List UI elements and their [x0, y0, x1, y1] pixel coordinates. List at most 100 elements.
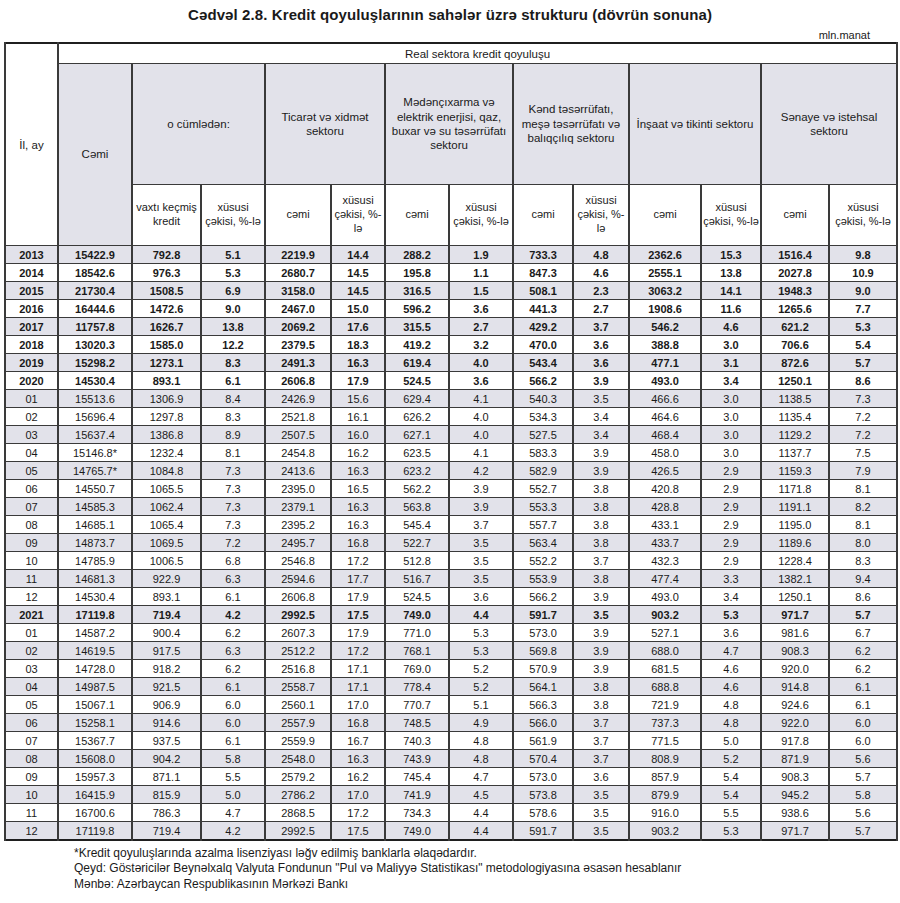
cell: 566.0 [513, 714, 573, 732]
table-row: 1116700.6786.34.72868.517.2734.34.4578.6… [5, 804, 897, 822]
cell: 4.6 [701, 660, 761, 678]
table-row: 0214619.5917.56.32512.217.2768.15.3569.8… [5, 642, 897, 660]
table-row: 0615258.1914.66.02557.916.8748.54.9566.0… [5, 714, 897, 732]
cell: 771.5 [629, 732, 701, 750]
cell: 15298.2 [58, 354, 132, 372]
cell: 924.6 [761, 696, 829, 714]
cell: 981.6 [761, 624, 829, 642]
cell: 7.9 [829, 462, 897, 480]
cell: 2495.7 [265, 534, 331, 552]
cell: 1228.4 [761, 552, 829, 570]
cell: 8.1 [829, 480, 897, 498]
table-row: 0614550.71065.57.32395.016.5562.23.9552.… [5, 480, 897, 498]
cell: 570.4 [513, 750, 573, 768]
cell: 16.3 [331, 354, 385, 372]
cell: 14530.4 [58, 372, 132, 390]
cell: 552.7 [513, 480, 573, 498]
table-row: 201521730.41508.56.93158.014.5316.51.550… [5, 282, 897, 300]
cell: 534.3 [513, 408, 573, 426]
cell: 11757.8 [58, 318, 132, 336]
cell: 4.7 [201, 804, 265, 822]
table-row: 201315422.9792.85.12219.914.4288.21.9733… [5, 246, 897, 264]
cell: 5.3 [701, 822, 761, 841]
table-row: 0414987.5921.56.12558.717.1778.45.2564.1… [5, 678, 897, 696]
cell: 16444.6 [58, 300, 132, 318]
cell: 2219.9 [265, 246, 331, 264]
cell: 527.1 [629, 624, 701, 642]
cell: 2395.2 [265, 516, 331, 534]
cell: 5.5 [201, 768, 265, 786]
cell: 17.9 [331, 624, 385, 642]
table-row: 1014785.91006.56.82546.817.2512.83.5552.… [5, 552, 897, 570]
cell: 16.3 [331, 750, 385, 768]
cell: 3.6 [573, 768, 629, 786]
cell: 583.3 [513, 444, 573, 462]
cell: 14.1 [701, 282, 761, 300]
cell: 8.6 [829, 372, 897, 390]
cell: 3.0 [701, 336, 761, 354]
cell: 734.3 [385, 804, 449, 822]
cell: 5.4 [701, 768, 761, 786]
cell: 2521.8 [265, 408, 331, 426]
cell: 420.8 [629, 480, 701, 498]
document-page: Cədvəl 2.8. Kredit qoyuluşlarının sahələ… [0, 0, 900, 891]
cell: 10.9 [829, 264, 897, 282]
cell: 719.4 [132, 606, 201, 624]
cell: 195.8 [385, 264, 449, 282]
cell: 971.7 [761, 606, 829, 624]
cell: 2395.0 [265, 480, 331, 498]
cell: 1006.5 [132, 552, 201, 570]
cell: 3.8 [573, 678, 629, 696]
sub-header: xüsusi çəkisi, %-lə [701, 185, 761, 246]
cell: 13.8 [201, 318, 265, 336]
group-header-medencixarma: Mədənçıxarma və elektrik enerjisi, qaz, … [385, 64, 513, 185]
cell: 908.3 [761, 768, 829, 786]
cell: 4.6 [701, 678, 761, 696]
cell: 557.7 [513, 516, 573, 534]
group-header-ticaret: Ticarət və xidmət sektoru [265, 64, 385, 185]
cell: 2027.8 [761, 264, 829, 282]
cell: 5.4 [701, 786, 761, 804]
cell: 745.4 [385, 768, 449, 786]
cell: 808.9 [629, 750, 701, 768]
cell: 3.8 [573, 534, 629, 552]
cell: 5.6 [829, 804, 897, 822]
cell: 570.9 [513, 660, 573, 678]
cell: 937.5 [132, 732, 201, 750]
cell: 3.1 [701, 354, 761, 372]
table-row: 201813020.31585.012.22379.518.3419.23.24… [5, 336, 897, 354]
cell: 1.5 [449, 282, 513, 300]
row-label: 06 [5, 480, 58, 498]
cell: 17.0 [331, 786, 385, 804]
table-row: 0514765.7*1084.87.32413.616.3623.24.2582… [5, 462, 897, 480]
cell: 922.9 [132, 570, 201, 588]
cell: 13.8 [701, 264, 761, 282]
cell: 2362.6 [629, 246, 701, 264]
cell: 743.9 [385, 750, 449, 768]
table-row: 0814685.11065.47.32395.216.3545.43.7557.… [5, 516, 897, 534]
cell: 3.5 [449, 552, 513, 570]
cell: 315.5 [385, 318, 449, 336]
row-label: 2020 [5, 372, 58, 390]
cell: 569.8 [513, 642, 573, 660]
cell: 8.1 [201, 444, 265, 462]
cell: 2992.5 [265, 606, 331, 624]
cell: 14681.3 [58, 570, 132, 588]
cell: 15.3 [701, 246, 761, 264]
cell: 2426.9 [265, 390, 331, 408]
header-row-subs: vaxtı keçmiş kredit xüsusi çəkisi, %-lə … [5, 185, 897, 246]
cell: 5.0 [201, 786, 265, 804]
cell: 17119.8 [58, 606, 132, 624]
cell: 468.4 [629, 426, 701, 444]
cell: 3.2 [449, 336, 513, 354]
cell: 564.1 [513, 678, 573, 696]
cell: 3.0 [701, 426, 761, 444]
cell: 770.7 [385, 696, 449, 714]
cell: 893.1 [132, 372, 201, 390]
cell: 1.1 [449, 264, 513, 282]
cell: 17.1 [331, 660, 385, 678]
cell: 1138.5 [761, 390, 829, 408]
cell: 619.4 [385, 354, 449, 372]
cell: 388.8 [629, 336, 701, 354]
cell: 17.2 [331, 552, 385, 570]
